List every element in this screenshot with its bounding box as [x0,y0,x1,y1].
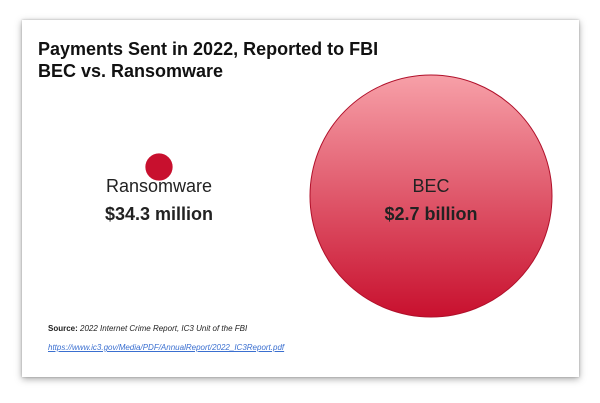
chart-title: Payments Sent in 2022, Reported to FBI B… [38,38,378,82]
source-note: Source: 2022 Internet Crime Report, IC3 … [48,324,247,333]
bec-label: BEC [412,176,450,196]
bubble-chart [145,74,553,318]
source-link[interactable]: https://www.ic3.gov/Media/PDF/AnnualRepo… [48,343,285,352]
chart-card: Payments Sent in 2022, Reported to FBI B… [22,20,579,377]
ransomware-bubble [145,153,173,181]
chart-title-line1: Payments Sent in 2022, Reported to FBI [38,39,379,59]
ransomware-value: $34.3 million [104,204,214,224]
chart-subtitle: BEC vs. Ransomware [38,61,224,81]
source-prefix: Source: [48,324,78,333]
bec-value: $2.7 billion [384,204,478,224]
ransomware-label: Ransomware [105,176,213,196]
source-text: 2022 Internet Crime Report, IC3 Unit of … [80,324,248,333]
bec-bubble [309,74,553,318]
